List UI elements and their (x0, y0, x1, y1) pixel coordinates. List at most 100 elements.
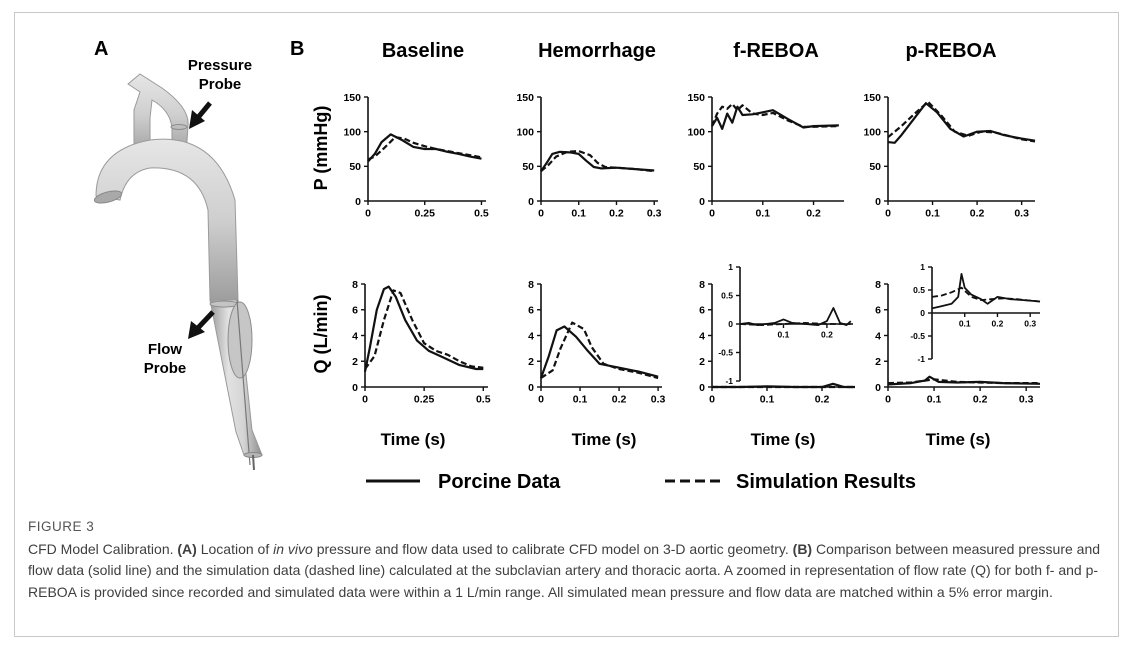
p-baseline-ytick-label: 150 (343, 92, 361, 104)
legend-solid-label: Porcine Data (438, 471, 561, 493)
caption-part-a-italic: in vivo (273, 540, 313, 557)
inset-q-freboa-ytick-label: 1 (728, 262, 733, 272)
p-hemorrhage-ytick-label: 0 (528, 196, 534, 208)
q-freboa-ytick-label: 2 (699, 356, 705, 368)
p-hemorrhage-series-dashed (540, 150, 655, 173)
subplot-p-freboa: 0 50 100 150 0 0.1 0.2 (687, 92, 844, 220)
inset-q-preboa-ytick-label: 0.5 (913, 285, 925, 295)
pressure-probe-ring (170, 124, 188, 130)
p-baseline-xtick-label: 0 (365, 208, 371, 220)
p-freboa-ytick-label: 150 (687, 92, 705, 104)
p-freboa-series-dashed (710, 102, 839, 128)
inset-q-preboa-xtick-label: 0.3 (1024, 319, 1036, 329)
q-preboa-ytick-label: 8 (875, 279, 881, 291)
p-freboa-ytick-label: 50 (693, 161, 705, 173)
inset-q-freboa-ytick-label: -1 (725, 376, 733, 386)
q-freboa-ytick-label: 6 (699, 305, 705, 317)
flow-arrow (188, 310, 215, 339)
q-freboa-ytick-label: 0 (699, 382, 705, 394)
p-preboa-xtick-label: 0.1 (925, 208, 940, 220)
xlabel-hemorrhage: Time (s) (572, 430, 637, 449)
p-hemorrhage-ytick-label: 50 (522, 161, 534, 173)
p-freboa-ytick-label: 0 (699, 196, 705, 208)
inset-q-freboa: -1 -0.5 0 0.5 1 0.1 0.2 (718, 262, 853, 386)
p-freboa-xtick-label: 0.2 (806, 208, 821, 220)
column-title-preboa: p-REBOA (905, 40, 996, 62)
q-baseline-xtick-label: 0 (362, 394, 368, 406)
p-hemorrhage-xtick-label: 0.3 (647, 208, 662, 220)
inset-q-preboa-series-dashed (931, 286, 1041, 303)
inset-q-preboa-ytick-label: 1 (920, 262, 925, 272)
q-hemorrhage-ytick-label: 2 (528, 356, 534, 368)
q-preboa-ytick-label: 2 (875, 356, 881, 368)
caption-part-b-tag: (B) (792, 540, 813, 557)
q-preboa-xtick-label: 0 (885, 394, 891, 406)
column-title-hemorrhage: Hemorrhage (538, 40, 656, 62)
row-label-pressure: P (mmHg) (311, 106, 331, 191)
p-preboa-ytick-label: 150 (863, 92, 881, 104)
p-hemorrhage-xtick-label: 0.1 (571, 208, 586, 220)
p-freboa-ytick-label: 100 (687, 126, 705, 138)
subplot-p-hemorrhage: 0 50 100 150 0 0.1 0.2 0.3 (516, 92, 661, 220)
caption-part-a-tag: (A) (177, 540, 197, 557)
p-baseline-ytick-label: 50 (349, 161, 361, 173)
figure-label: FIGURE 3 (28, 519, 95, 534)
q-baseline-ytick-label: 8 (352, 279, 358, 291)
row-label-flow: Q (L/min) (311, 295, 331, 374)
p-preboa-ytick-label: 50 (869, 161, 881, 173)
q-hemorrhage-series-dashed (540, 321, 659, 380)
p-hemorrhage-ytick-label: 100 (516, 126, 534, 138)
flow-probe-ring (209, 300, 239, 308)
figure-graphic: A Pressure Probe Flow Probe B Baseline H… (93, 38, 1041, 493)
p-freboa-series-solid (711, 105, 839, 130)
pressure-probe-label-1: Pressure (188, 57, 252, 74)
p-baseline-ytick-label: 100 (343, 126, 361, 138)
subplot-q-preboa: 0 2 4 6 8 0 0.1 0.2 0.3 -1 -0.5 0 0.5 1 0.1 0.2 0.3 (875, 262, 1041, 406)
subplot-p-baseline: 0 50 100 150 0 0.25 0.5 (343, 92, 488, 220)
q-freboa-ytick-label: 8 (699, 279, 705, 291)
p-hemorrhage-ytick-label: 150 (516, 92, 534, 104)
inset-q-preboa-xtick-label: 0.2 (992, 319, 1004, 329)
subplot-q-hemorrhage: 0 2 4 6 8 0 0.1 0.2 0.3 (528, 279, 665, 406)
q-hemorrhage-ytick-label: 8 (528, 279, 534, 291)
q-baseline-ytick-label: 2 (352, 356, 358, 368)
pressure-probe-label-2: Probe (199, 76, 242, 93)
inset-q-freboa-xtick-label: 0.2 (821, 330, 833, 340)
inset-q-preboa-xtick-label: 0.1 (959, 319, 971, 329)
inset-q-freboa-ytick-label: 0 (728, 319, 733, 329)
inset-q-preboa-ytick-label: 0 (920, 308, 925, 318)
q-baseline-series-solid (363, 285, 484, 372)
p-baseline-series-dashed (367, 136, 482, 161)
subplot-q-freboa: 0 2 4 6 8 0 0.1 0.2 -1 -0.5 0 0.5 1 0.1 0.2 (699, 262, 855, 406)
q-hemorrhage-xtick-label: 0.1 (573, 394, 588, 406)
q-hemorrhage-xtick-label: 0 (538, 394, 544, 406)
p-preboa-ytick-label: 100 (863, 126, 881, 138)
q-preboa-xtick-label: 0.1 (927, 394, 942, 406)
inset-q-preboa: -1 -0.5 0 0.5 1 0.1 0.2 0.3 (910, 262, 1041, 364)
p-baseline-xtick-label: 0.5 (474, 208, 489, 220)
q-freboa-xtick-label: 0.2 (815, 394, 830, 406)
q-preboa-xtick-label: 0.3 (1019, 394, 1034, 406)
q-hemorrhage-ytick-label: 4 (528, 330, 534, 342)
p-preboa-xtick-label: 0.2 (970, 208, 985, 220)
p-preboa-xtick-label: 0 (885, 208, 891, 220)
caption-part-a-text-1: Location of (200, 540, 270, 557)
inset-q-preboa-ytick-label: -1 (917, 354, 925, 364)
legend-dashed-label: Simulation Results (736, 471, 916, 493)
q-hemorrhage-xtick-label: 0.2 (612, 394, 627, 406)
q-preboa-ytick-label: 6 (875, 305, 881, 317)
xlabel-preboa: Time (s) (926, 430, 991, 449)
panel-a-label: A (94, 38, 108, 60)
flow-probe-label-2: Probe (144, 360, 187, 377)
q-baseline-ytick-label: 6 (352, 305, 358, 317)
q-baseline-series-dashed (364, 289, 484, 370)
p-hemorrhage-xtick-label: 0 (538, 208, 544, 220)
p-baseline-ytick-label: 0 (355, 196, 361, 208)
figure-caption: FIGURE 3 CFD Model Calibration. (A) Loca… (28, 516, 1108, 603)
aorta-model (93, 73, 263, 471)
q-baseline-ytick-label: 4 (352, 330, 358, 342)
q-baseline-xtick-label: 0.25 (414, 394, 435, 406)
flow-probe-label-1: Flow (148, 341, 182, 358)
q-freboa-xtick-label: 0.1 (760, 394, 775, 406)
